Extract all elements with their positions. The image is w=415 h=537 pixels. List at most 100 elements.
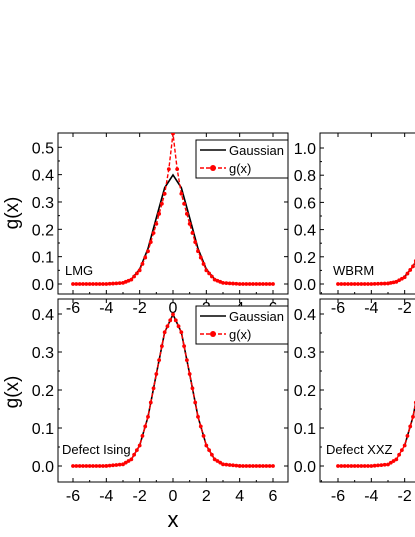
gx-data-point (196, 414, 200, 419)
gx-data-point (201, 262, 206, 266)
y-tick-label: 0.2 (32, 383, 54, 400)
gx-data-point (159, 201, 164, 206)
panel-label: Defect Ising (62, 442, 131, 457)
gx-data-point (190, 231, 195, 235)
x-tick-label: 6 (269, 488, 278, 505)
gx-data-point (369, 464, 374, 468)
gx-data-point (231, 463, 235, 468)
gx-data-point (399, 276, 404, 281)
gx-data-point (362, 282, 367, 286)
legend-gx-marker (210, 165, 216, 171)
y-tick-label: 0.1 (32, 421, 54, 438)
gx-data-point (151, 386, 156, 391)
gx-data-point (359, 282, 364, 286)
gx-data-point (140, 262, 145, 266)
gaussian-series-line (73, 173, 273, 285)
x-tick-label: -2 (398, 488, 412, 505)
gx-data-point (241, 464, 245, 468)
gx-data-point (372, 463, 377, 468)
gx-data-point (271, 282, 275, 286)
gx-data-point (391, 459, 396, 463)
legend-box (195, 139, 289, 179)
gx-data-point (97, 464, 102, 468)
gx-data-point (173, 318, 178, 323)
gx-data-point (187, 221, 192, 226)
gx-data-point (408, 268, 413, 272)
gx-data-point (402, 275, 407, 280)
gx-data-point (388, 460, 393, 465)
x-tick-label: -4 (99, 488, 113, 505)
gx-data-point (198, 424, 203, 429)
gx-data-point (154, 372, 159, 376)
gx-data-point (91, 282, 95, 286)
gx-data-point (94, 464, 99, 468)
x-tick-label: 0 (169, 300, 178, 317)
gx-data-point (132, 274, 137, 279)
gx-data-point (342, 464, 347, 468)
gx-data-point (168, 318, 173, 323)
gx-data-point (224, 281, 229, 286)
gx-data-point (257, 464, 262, 468)
gx-data-point (117, 281, 122, 286)
legend-gx-label: g(x) (229, 327, 251, 342)
x-axis-label: x (168, 507, 179, 532)
gx-data-point (349, 282, 354, 286)
y-tick-label: 0.3 (294, 345, 316, 362)
plot-area (336, 259, 415, 286)
gx-data-point (336, 464, 340, 468)
gx-data-point (104, 464, 109, 468)
y-tick-label: 0.4 (32, 307, 54, 324)
gx-data-point (209, 274, 214, 279)
gx-data-point (204, 443, 209, 448)
gx-data-point (157, 211, 162, 216)
x-tick-label: -6 (331, 300, 345, 317)
gx-data-point (184, 211, 189, 216)
gx-data-point (71, 464, 75, 468)
gx-data-point (212, 457, 217, 462)
gx-data-point (179, 330, 184, 335)
gx-data-point (171, 312, 175, 317)
gx-data-point (87, 464, 92, 468)
gx-data-point (87, 282, 92, 286)
gx-data-point (148, 400, 153, 405)
gx-data-point (159, 344, 164, 349)
gx-data-point (379, 463, 384, 467)
gx-data-point (165, 324, 170, 329)
gx-data-point (369, 282, 374, 286)
gx-data-point (244, 464, 249, 468)
gx-data-point (346, 282, 350, 286)
gx-data-point (257, 282, 262, 286)
y-tick-label: 0.2 (32, 222, 54, 239)
x-tick-label: -4 (99, 300, 113, 317)
gx-data-point (405, 434, 410, 438)
gx-data-point (126, 459, 131, 463)
y-axis-label-bottom: g(x) (2, 376, 23, 409)
gx-data-point (151, 231, 156, 235)
gx-data-point (231, 281, 235, 286)
x-tick-label: -2 (133, 300, 147, 317)
gx-data-point (111, 281, 115, 286)
gx-data-point (196, 249, 200, 254)
gx-data-point (201, 434, 206, 438)
gx-data-point (162, 330, 167, 335)
gx-data-point (251, 282, 255, 286)
gx-data-point (175, 167, 180, 172)
panel-label: LMG (65, 263, 93, 278)
panel-defect-ising: -6 -4 -2 0 2 4 6 0.0 0.1 0.2 0.3 0.4 Defect Ising Gau… (32, 298, 289, 505)
y-tick-label: 0.4 (294, 223, 316, 240)
gx-data-point (146, 249, 150, 254)
y-tick-label: 0.8 (294, 168, 316, 185)
gx-data-point (176, 324, 181, 329)
gx-data-point (376, 463, 380, 468)
gx-data-point (193, 400, 198, 405)
legend-gx-label: g(x) (229, 161, 251, 176)
y-tick-label: 0.5 (32, 140, 54, 157)
x-tick-label: 4 (235, 488, 244, 505)
gx-data-point (382, 462, 387, 467)
gx-data-point (114, 463, 119, 467)
gx-data-point (376, 281, 380, 286)
gx-data-point (411, 414, 415, 419)
gx-data-point (132, 452, 137, 457)
gx-data-point (221, 462, 225, 467)
